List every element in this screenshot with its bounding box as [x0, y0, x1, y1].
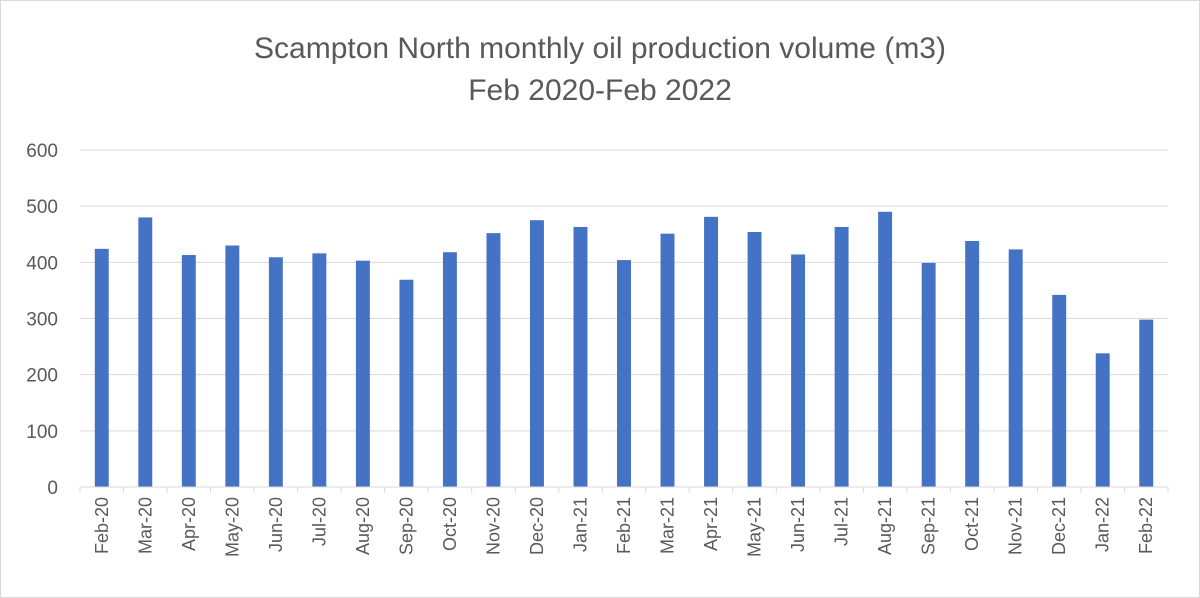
x-tick-label: Feb-22 — [1136, 497, 1156, 554]
x-axis — [79, 486, 1169, 493]
x-tick-label: Dec-21 — [1049, 497, 1069, 555]
bar — [747, 232, 762, 487]
x-tick-label: Sep-21 — [919, 497, 939, 555]
x-tick-label: Jun-21 — [788, 497, 808, 552]
x-tick-label: Jun-20 — [266, 497, 286, 552]
bar — [486, 233, 501, 487]
bar — [1052, 294, 1067, 487]
y-axis-ticks: 0 100 200 300 400 500 600 — [26, 141, 58, 499]
bar — [791, 254, 806, 487]
bars — [94, 211, 1154, 488]
x-tick-label: Feb-20 — [92, 497, 112, 554]
x-tick-label: May-20 — [222, 497, 242, 557]
x-tick-label: Feb-21 — [614, 497, 634, 554]
x-tick-label: Mar-21 — [658, 497, 678, 554]
x-tick-label: Jan-21 — [570, 497, 590, 552]
y-tick-label: 600 — [26, 141, 58, 162]
chart-title: Scampton North monthly oil production vo… — [254, 32, 946, 65]
bar — [965, 240, 980, 487]
x-tick-label: May-21 — [745, 497, 765, 557]
x-tick-label: Oct-20 — [440, 497, 460, 551]
x-tick-label: Apr-21 — [701, 497, 721, 551]
bar — [834, 226, 849, 487]
bar — [704, 216, 719, 488]
x-tick-label: Mar-20 — [135, 497, 155, 554]
bar — [921, 262, 936, 487]
y-tick-label: 100 — [26, 422, 58, 443]
bar — [355, 260, 370, 487]
x-tick-label: Aug-21 — [875, 497, 895, 555]
y-tick-label: 500 — [26, 197, 58, 218]
x-tick-label: Nov-21 — [1006, 497, 1026, 555]
bar — [399, 279, 414, 487]
bar — [268, 257, 283, 487]
x-tick-label: Aug-20 — [353, 497, 373, 555]
bar — [529, 220, 544, 488]
x-tick-label: Jul-21 — [832, 497, 852, 546]
chart-subtitle: Feb 2020-Feb 2022 — [468, 74, 732, 107]
bar — [442, 252, 457, 487]
bar — [1139, 319, 1154, 487]
bar — [181, 255, 196, 487]
x-tick-label: Sep-20 — [396, 497, 416, 555]
x-axis-ticks: Feb-20 Mar-20 Apr-20 May-20 Jun-20 Jul-20 Aug-… — [92, 497, 1156, 557]
x-tick-label: Nov-20 — [483, 497, 503, 555]
bar — [1095, 353, 1110, 487]
bar — [1008, 249, 1023, 487]
bar — [225, 245, 240, 487]
bar — [138, 217, 153, 487]
y-tick-label: 300 — [26, 310, 58, 331]
bar — [617, 260, 631, 487]
x-tick-label: Apr-20 — [179, 497, 199, 551]
x-tick-label: Oct-21 — [962, 497, 982, 551]
y-tick-label: 0 — [47, 478, 58, 499]
bar — [878, 211, 893, 488]
bar — [660, 233, 675, 487]
bar — [312, 253, 327, 487]
y-tick-label: 200 — [26, 366, 58, 387]
bar — [94, 248, 109, 487]
x-tick-label: Dec-20 — [527, 497, 547, 555]
x-tick-label: Jan-22 — [1093, 497, 1113, 552]
chart-title-block: Scampton North monthly oil production vo… — [0, 28, 1200, 112]
y-tick-label: 400 — [26, 253, 58, 274]
x-tick-label: Jul-20 — [309, 497, 329, 546]
bar — [573, 226, 588, 487]
